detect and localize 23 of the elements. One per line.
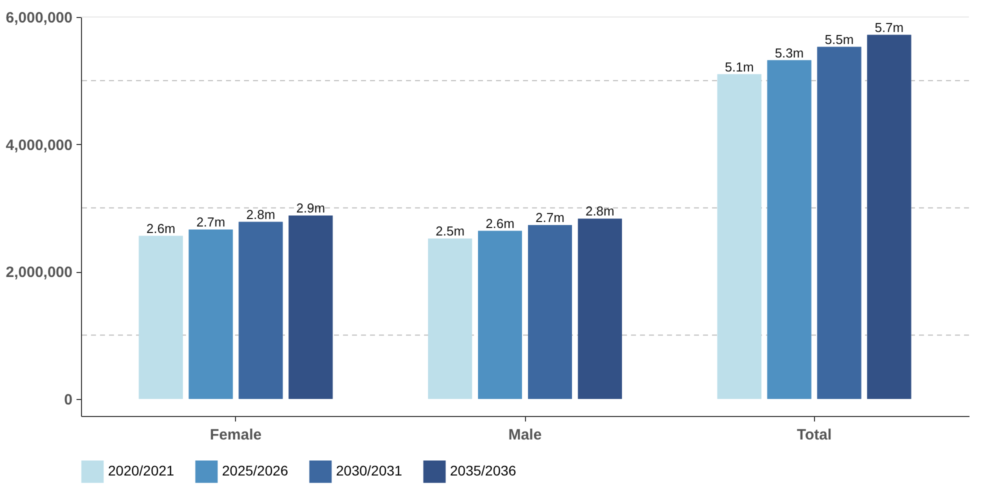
data-label: 5.7m [874, 20, 904, 35]
data-label: 2.8m [246, 206, 276, 222]
x-tick-label: Total [796, 426, 832, 444]
data-label: 5.3m [774, 45, 804, 60]
data-label: 2.7m [536, 210, 564, 226]
data-label: 5.5m [824, 32, 854, 47]
x-tick-label: Female [210, 426, 262, 444]
legend-label: 2035/2036 [450, 462, 516, 479]
x-tick-label: Male [508, 426, 542, 444]
legend-label: 2025/2026 [222, 462, 288, 479]
data-label: 2.5m [436, 223, 465, 238]
data-label: 2.6m [146, 220, 176, 236]
y-tick-label: 6,000,000 [6, 10, 72, 26]
data-label: 2.9m [296, 200, 326, 216]
y-tick-label: 2,000,000 [6, 264, 72, 282]
y-tick-label: 0 [64, 391, 72, 408]
data-label: 2.7m [196, 214, 226, 230]
legend-label: 2020/2021 [108, 462, 174, 479]
y-tick-label: 4,000,000 [6, 136, 72, 154]
data-label: 2.8m [585, 204, 614, 219]
data-label: 2.6m [486, 216, 514, 231]
data-label: 5.1m [724, 59, 754, 74]
legend-label: 2030/2031 [336, 462, 402, 479]
